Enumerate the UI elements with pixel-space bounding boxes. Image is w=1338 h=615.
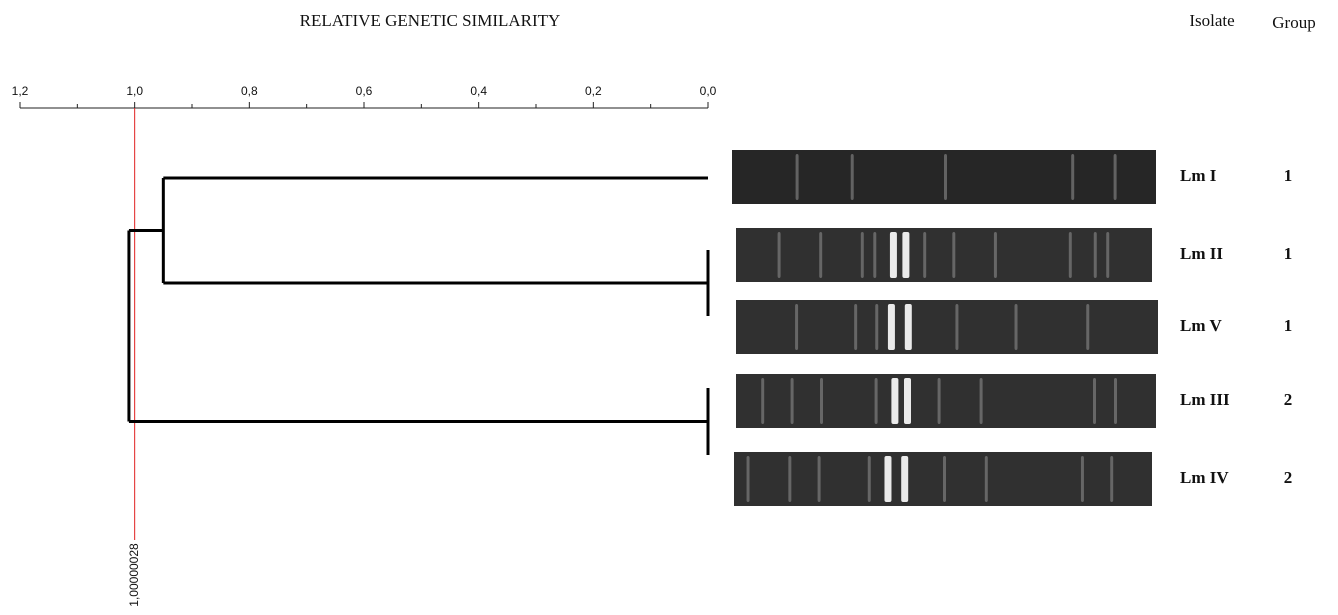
cutoff-label: 1,00000028 [127,543,141,607]
gel-band [861,232,864,278]
isolate-label: Lm I [1180,166,1217,185]
gel-band [891,378,898,424]
gel-band [943,456,946,502]
gel-band [952,232,955,278]
gel-band [888,304,895,350]
group-label: 2 [1284,390,1293,409]
column-header: Isolate [1189,11,1234,30]
gel-band [1015,304,1018,350]
gel-band [994,232,997,278]
gel-band [818,456,821,502]
gel-band [875,304,878,350]
gel-lane [736,228,1152,282]
column-header: Group [1272,13,1315,32]
gel-band [747,456,750,502]
chart: RELATIVE GENETIC SIMILARITY Isolate Grou… [0,0,1338,615]
gel-band [904,378,911,424]
x-tick-label: 0,4 [470,84,487,98]
gel-band [875,378,878,424]
gel-images [732,150,1158,506]
gel-band [854,304,857,350]
gel-band [761,378,764,424]
group-label: 1 [1284,244,1293,263]
group-label: 1 [1284,316,1293,335]
gel-band [1069,232,1072,278]
gel-band [938,378,941,424]
gel-band [1086,304,1089,350]
gel-band [788,456,791,502]
gel-band [884,456,891,502]
gel-band [902,232,909,278]
gel-band [1093,378,1096,424]
x-tick-label: 0,2 [585,84,602,98]
isolate-label: Lm II [1180,244,1223,263]
gel-band [1071,154,1074,200]
gel-band [923,232,926,278]
gel-band [873,232,876,278]
gel-band [819,232,822,278]
gel-band [901,456,908,502]
gel-band [1094,232,1097,278]
gel-band [890,232,897,278]
chart-title: RELATIVE GENETIC SIMILARITY [300,11,561,30]
gel-band [1114,378,1117,424]
isolate-label: Lm V [1180,316,1222,335]
gel-band [778,232,781,278]
x-tick-label: 0,0 [700,84,717,98]
group-label: 2 [1284,468,1293,487]
x-tick-label: 1,0 [126,84,143,98]
isolate-label: Lm III [1180,390,1230,409]
x-tick-label: 0,6 [356,84,373,98]
gel-band [820,378,823,424]
gel-band [851,154,854,200]
x-tick-label: 0,8 [241,84,258,98]
group-label: 1 [1284,166,1293,185]
gel-band [868,456,871,502]
gel-band [795,304,798,350]
gel-band [955,304,958,350]
gel-band [796,154,799,200]
gel-band [944,154,947,200]
isolate-label: Lm IV [1180,468,1229,487]
gel-band [1081,456,1084,502]
gel-band [905,304,912,350]
gel-band [1106,232,1109,278]
gel-band [1114,154,1117,200]
x-tick-label: 1,2 [12,84,29,98]
gel-band [1110,456,1113,502]
gel-band [985,456,988,502]
gel-lane [736,300,1158,354]
gel-band [791,378,794,424]
gel-band [980,378,983,424]
